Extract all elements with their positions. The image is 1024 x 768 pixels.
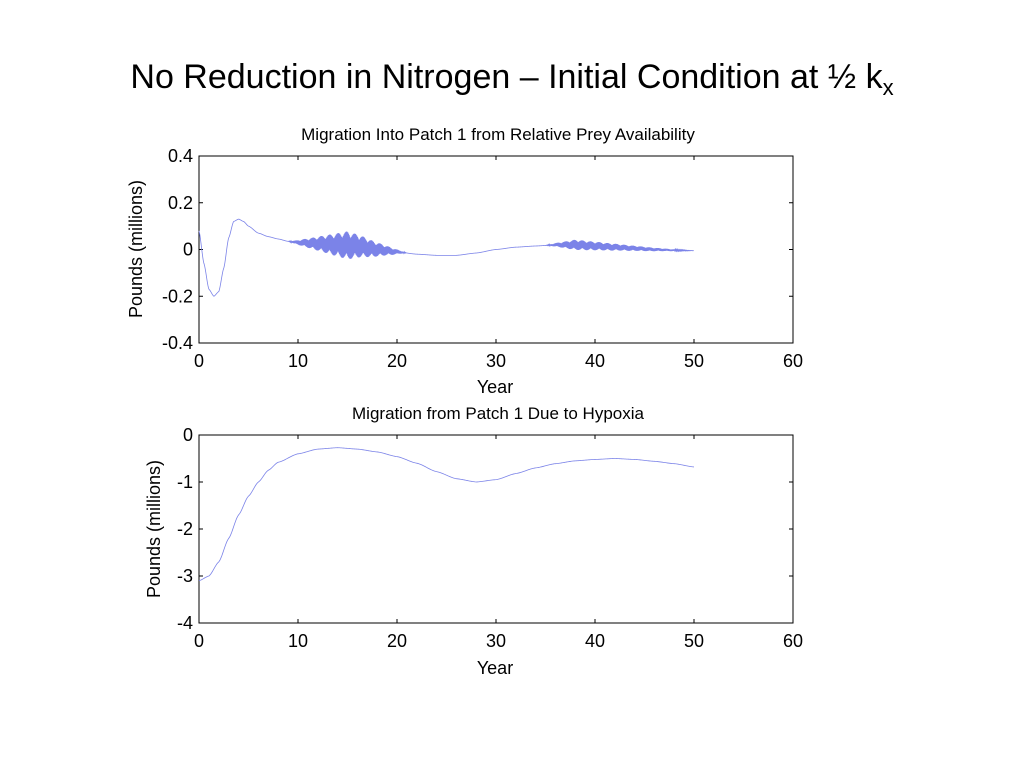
- y-tick-label: -4: [177, 613, 193, 633]
- y-tick-label: -3: [177, 566, 193, 586]
- y-tick-label: -2: [177, 519, 193, 539]
- tick-marks: [198, 434, 794, 624]
- x-tick-label: 20: [387, 631, 407, 651]
- x-tick-label: 40: [585, 351, 605, 371]
- chart-title: Migration Into Patch 1 from Relative Pre…: [301, 125, 695, 144]
- slide-title: No Reduction in Nitrogen – Initial Condi…: [0, 58, 1024, 101]
- x-tick-label: 10: [288, 631, 308, 651]
- x-axis-label: Year: [477, 658, 513, 678]
- series-line: [198, 447, 695, 582]
- y-axis-label: Pounds (millions): [126, 180, 146, 318]
- x-tick-label: 10: [288, 351, 308, 371]
- x-tick-label: 60: [783, 351, 803, 371]
- x-tick-labels: 0 10 20 30 40 50 60: [194, 631, 803, 651]
- y-axis-label: Pounds (millions): [144, 460, 164, 598]
- y-tick-label: 0.4: [168, 146, 193, 166]
- x-tick-label: 50: [684, 631, 704, 651]
- chart-title: Migration from Patch 1 Due to Hypoxia: [352, 404, 645, 423]
- x-tick-label: 50: [684, 351, 704, 371]
- x-tick-label: 0: [194, 631, 204, 651]
- x-tick-label: 20: [387, 351, 407, 371]
- x-tick-label: 60: [783, 631, 803, 651]
- series-line: [198, 218, 694, 297]
- y-tick-label: -1: [177, 472, 193, 492]
- y-tick-label: 0.2: [168, 193, 193, 213]
- tick-marks: [198, 155, 794, 344]
- y-tick-label: 0: [183, 240, 193, 260]
- x-tick-label: 40: [585, 631, 605, 651]
- y-tick-label: -0.2: [162, 286, 193, 306]
- plot-frame: [198, 434, 794, 624]
- x-tick-labels: 0 10 20 30 40 50 60: [194, 351, 803, 371]
- y-tick-labels: -0.4 -0.2 0 0.2 0.4: [162, 146, 193, 353]
- x-tick-label: 30: [486, 351, 506, 371]
- y-tick-label: -0.4: [162, 333, 193, 353]
- x-tick-label: 30: [486, 631, 506, 651]
- y-tick-label: 0: [183, 425, 193, 445]
- x-tick-label: 0: [194, 351, 204, 371]
- y-tick-labels: -4 -3 -2 -1 0: [177, 425, 193, 633]
- slide-title-subscript: x: [882, 75, 894, 100]
- x-axis-label: Year: [477, 377, 513, 397]
- chart-prey-migration: Migration Into Patch 1 from Relative Pre…: [126, 125, 803, 397]
- chart-hypoxia-migration: Migration from Patch 1 Due to Hypoxia 0 1…: [144, 404, 803, 678]
- slide-title-text: No Reduction in Nitrogen – Initial Condi…: [130, 58, 883, 96]
